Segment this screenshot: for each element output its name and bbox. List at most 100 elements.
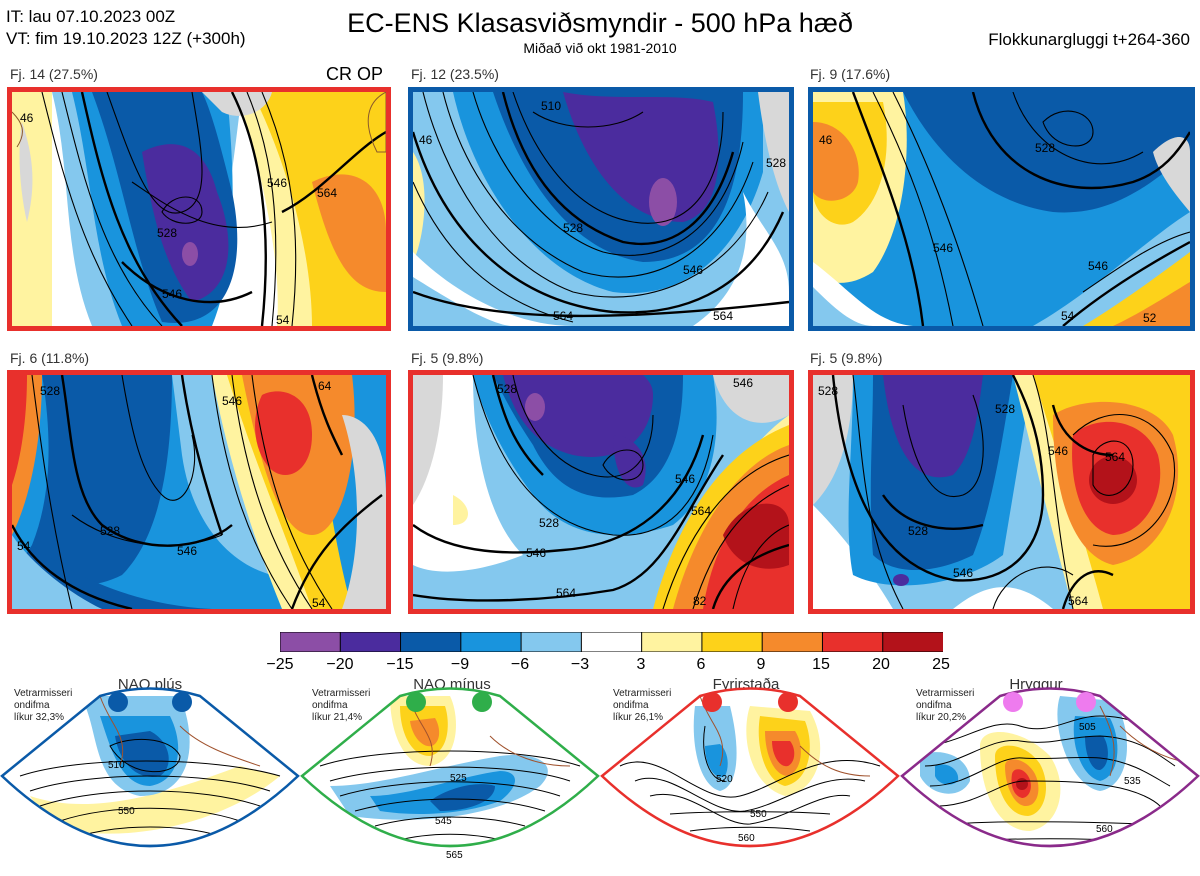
classification-window: Flokkunargluggi t+264-360 [988, 30, 1190, 49]
panel-4-contour-label: 54 [17, 539, 31, 553]
regime-1-marker-dot [172, 692, 192, 712]
panel-5-label: Fj. 5 (9.8%) [411, 350, 484, 366]
panel-4-contour-label: 546 [222, 394, 242, 408]
panel-2-contour-label: 564 [553, 309, 573, 323]
panel-1-tag: CR OP [326, 64, 384, 84]
regime-3-contour-label: 550 [750, 809, 767, 820]
colorbar-tick-label: 25 [932, 656, 950, 673]
panel-3-contour-label: 46 [819, 133, 833, 147]
panel-4-contour-label: 64 [318, 379, 332, 393]
panel-2-contour-label: 510 [541, 99, 561, 113]
panel-3-contour-label: 528 [1035, 141, 1055, 155]
colorbar-cell [400, 631, 462, 653]
colorbar-tick-label: 6 [696, 656, 706, 673]
panel-1-contour-label: 564 [317, 186, 337, 200]
regime-2-contour-label: 565 [446, 850, 463, 861]
panel-3-label: Fj. 9 (17.6%) [810, 66, 891, 82]
colorbar-cell [460, 631, 523, 653]
regime-1-map: 510 550 [0, 686, 300, 871]
cluster-map-panel-6: 528 528 528 546 546 564 564 [808, 370, 1195, 614]
panel-4-contour-label: 528 [100, 524, 120, 538]
regime-2-map: 525 545 565 [300, 686, 600, 871]
panel-2-contour-label: 564 [713, 309, 733, 323]
panel-6-contour-label: 528 [818, 384, 838, 398]
regime-2-contour-label: 525 [450, 773, 467, 784]
colorbar-tick-label: 20 [872, 656, 890, 673]
initial-time: IT: lau 07.10.2023 00Z [6, 7, 176, 26]
colorbar-tick-label: −25 [266, 656, 294, 673]
panel-1-contour-label: 46 [20, 111, 34, 125]
regime-3-contour-label: 560 [738, 833, 755, 844]
regime-1-note: Vetrarmisseri ondifma líkur 32,3% [14, 688, 73, 723]
colorbar-tick-label: −9 [450, 656, 470, 673]
regime-1-contour-label: 510 [108, 760, 125, 771]
regime-2-note: Vetrarmisseri ondifma líkur 21,4% [312, 688, 371, 723]
colorbar-cell [339, 631, 402, 653]
colorbar-tick-label: −15 [386, 656, 414, 673]
colorbar-tick-label: 15 [812, 656, 830, 673]
regime-1-marker-dot [108, 692, 128, 712]
page-title: EC-ENS Klasasviðsmyndir - 500 hPa hæð [347, 8, 853, 38]
colorbar-tick-label: 9 [756, 656, 766, 673]
panel-6-contour-label: 528 [908, 524, 928, 538]
colorbar-cell [580, 631, 643, 653]
panel-5-contour-label: 564 [691, 504, 711, 518]
regime-3-marker-dot [778, 692, 798, 712]
panel-5-contour-label: 82 [693, 594, 707, 608]
regime-2-marker-dot [472, 692, 492, 712]
panel-3-contour-label: 52 [1143, 311, 1157, 325]
panel-1-contour-label: 528 [157, 226, 177, 240]
panel-6-label: Fj. 5 (9.8%) [810, 350, 883, 366]
cluster-map-panel-4: 528 528 546 546 54 54 64 [7, 370, 391, 614]
panel-2-contour-label: 528 [766, 156, 786, 170]
panel-3-contour-label: 546 [1088, 259, 1108, 273]
panel-1-contour-label: 54 [276, 313, 290, 326]
panel-1-label: Fj. 14 (27.5%) [10, 66, 98, 82]
colorbar-tick-label: 3 [636, 656, 646, 673]
colorbar-cell [701, 631, 764, 653]
panel-5-contour-label: 528 [539, 516, 559, 530]
regime-4-note: Vetrarmisseri ondifma líkur 20,2% [916, 688, 975, 723]
regime-1-contour-label: 550 [118, 806, 135, 817]
panel-4-contour-label: 54 [312, 596, 326, 609]
regime-4-map: 505 535 560 [900, 686, 1200, 871]
regime-3-contour-label: 520 [716, 774, 733, 785]
regime-2-contour-label: 545 [435, 816, 452, 827]
header-info: IT: lau 07.10.2023 00Z VT: fim 19.10.202… [6, 6, 246, 50]
panel-5-contour-label: 564 [556, 586, 576, 600]
regime-4-marker-dot [1076, 692, 1096, 712]
panel-5-contour-label: 528 [497, 382, 517, 396]
panel-6-contour-label: 564 [1068, 594, 1088, 608]
panel-2-label: Fj. 12 (23.5%) [411, 66, 499, 82]
panel-1-contour-label: 546 [162, 287, 182, 301]
panel-6-contour-label: 564 [1105, 450, 1125, 464]
panel-6-contour-label: 546 [953, 566, 973, 580]
panel-5-contour-label: 546 [526, 546, 546, 560]
panel-5-contour-label: 546 [675, 472, 695, 486]
panel-2-contour-label: 546 [683, 263, 703, 277]
colorbar-tick-label: −6 [510, 656, 530, 673]
colorbar [279, 631, 944, 653]
panel-2-contour-label: 528 [563, 221, 583, 235]
panel-2-contour-label: 46 [419, 133, 433, 147]
regime-3-map: 520 550 560 [600, 686, 900, 871]
valid-time: VT: fim 19.10.2023 12Z (+300h) [6, 29, 246, 48]
regime-2-marker-dot [406, 692, 426, 712]
colorbar-tick-label: −3 [570, 656, 590, 673]
colorbar-tick-label: −20 [326, 656, 354, 673]
panel-3-contour-label: 54 [1061, 309, 1075, 323]
colorbar-cell [821, 631, 884, 653]
colorbar-cell [279, 631, 342, 653]
regime-3-note: Vetrarmisseri ondifma líkur 26,1% [613, 688, 672, 723]
regime-4-contour-label: 560 [1096, 824, 1113, 835]
colorbar-cell [641, 631, 703, 653]
regime-4-contour-label: 505 [1079, 722, 1096, 733]
cluster-map-panel-3: 46 528 546 546 54 52 [808, 87, 1195, 331]
colorbar-cell [761, 631, 824, 653]
panel-4-contour-label: 546 [177, 544, 197, 558]
panel-5-contour-label: 546 [733, 376, 753, 390]
cluster-map-panel-1: 46 528 546 546 564 54 [7, 87, 391, 331]
regime-3-marker-dot [702, 692, 722, 712]
page-subtitle: Miðað við okt 1981-2010 [523, 40, 677, 56]
panel-3-contour-label: 546 [933, 241, 953, 255]
